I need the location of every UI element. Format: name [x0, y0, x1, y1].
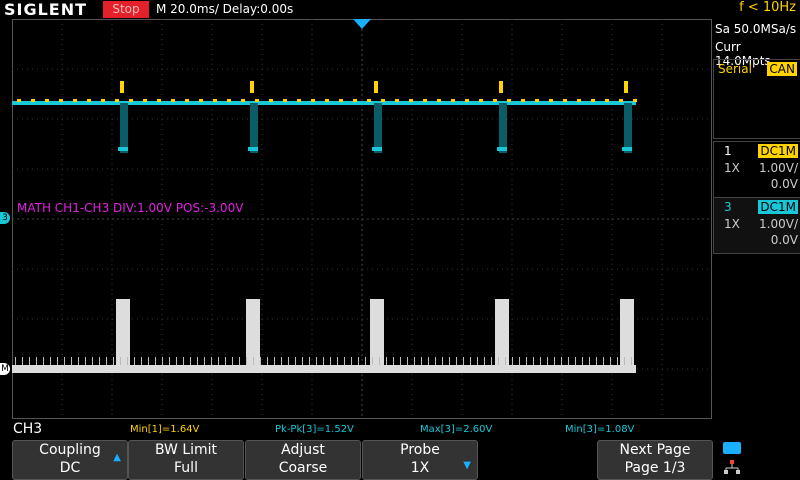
math-marker[interactable]: M [0, 363, 10, 375]
volts-per-div: 1.00V/ [759, 161, 798, 175]
measurement-bar [12, 420, 712, 438]
memory-depth: Curr 14.0Mpts [715, 40, 771, 68]
sample-rate: Sa 50.0MSa/s [715, 22, 797, 36]
channel-3-box[interactable]: 3 DC1M 1X 1.00V/ 0.0V [713, 197, 800, 254]
coupling-softkey[interactable]: Coupling DC ▲ [12, 440, 128, 480]
probe-ratio: 1X [724, 161, 740, 175]
top-status-bar: SIGLENT Stop M 20.0ms/ Delay:0.00s f < 1… [0, 0, 800, 19]
serial-decode-box[interactable]: Serial CAN [713, 59, 800, 139]
probe-ratio: 1X [724, 217, 740, 231]
softkey-title: Adjust [281, 442, 325, 458]
ch3-marker[interactable]: 3 [0, 212, 10, 224]
coupling-badge: DC1M [758, 200, 798, 214]
timebase-readout[interactable]: M 20.0ms/ Delay:0.00s [156, 2, 294, 16]
measurement-pkpk3: Pk-Pk[3]=1.52V [275, 424, 354, 435]
measurement-min3: Min[3]=1.08V [565, 424, 635, 435]
bw-limit-softkey[interactable]: BW Limit Full [128, 440, 244, 480]
softkey-title: Coupling [39, 442, 101, 458]
brand-logo: SIGLENT [4, 0, 88, 19]
arrow-up-icon: ▲ [113, 452, 121, 463]
network-icon [724, 460, 740, 474]
usb-icon [723, 442, 741, 454]
run-state-badge[interactable]: Stop [103, 1, 149, 18]
channel-number: 1 [724, 144, 732, 158]
protocol-badge: CAN [767, 62, 797, 76]
next-page-softkey[interactable]: Next Page Page 1/3 [597, 440, 713, 480]
trigger-frequency: f < 10Hz [739, 0, 796, 15]
softkey-title: BW Limit [154, 442, 218, 458]
softkey-value: DC [59, 460, 81, 476]
adjust-softkey[interactable]: Adjust Coarse [245, 440, 361, 480]
softkey-title: Probe [400, 442, 440, 458]
math-label: MATH CH1-CH3 DIV:1.00V POS:-3.00V [17, 201, 244, 215]
coupling-badge: DC1M [758, 144, 798, 158]
softkey-value: Coarse [278, 460, 328, 476]
channel-1-box[interactable]: 1 DC1M 1X 1.00V/ 0.0V [713, 141, 800, 198]
softkey-value: 1X [410, 460, 430, 476]
arrow-down-icon: ▼ [463, 460, 471, 471]
softkey-value: Page 1/3 [624, 460, 686, 476]
channel-offset: 0.0V [770, 177, 798, 191]
measurement-min1: Min[1]=1.64V [130, 424, 200, 435]
volts-per-div: 1.00V/ [759, 217, 798, 231]
probe-softkey[interactable]: Probe 1X ▼ [362, 440, 478, 480]
softkey-title: Next Page [619, 442, 691, 458]
channel-offset: 0.0V [770, 233, 798, 247]
serial-label: Serial [718, 62, 752, 76]
waveform-display[interactable] [12, 19, 712, 419]
active-channel-label: CH3 [13, 421, 43, 437]
softkey-value: Full [174, 460, 198, 476]
channel-number: 3 [724, 200, 732, 214]
measurement-max3: Max[3]=2.60V [420, 424, 493, 435]
waveform-grid [12, 19, 712, 419]
trigger-position-icon[interactable] [353, 19, 371, 29]
